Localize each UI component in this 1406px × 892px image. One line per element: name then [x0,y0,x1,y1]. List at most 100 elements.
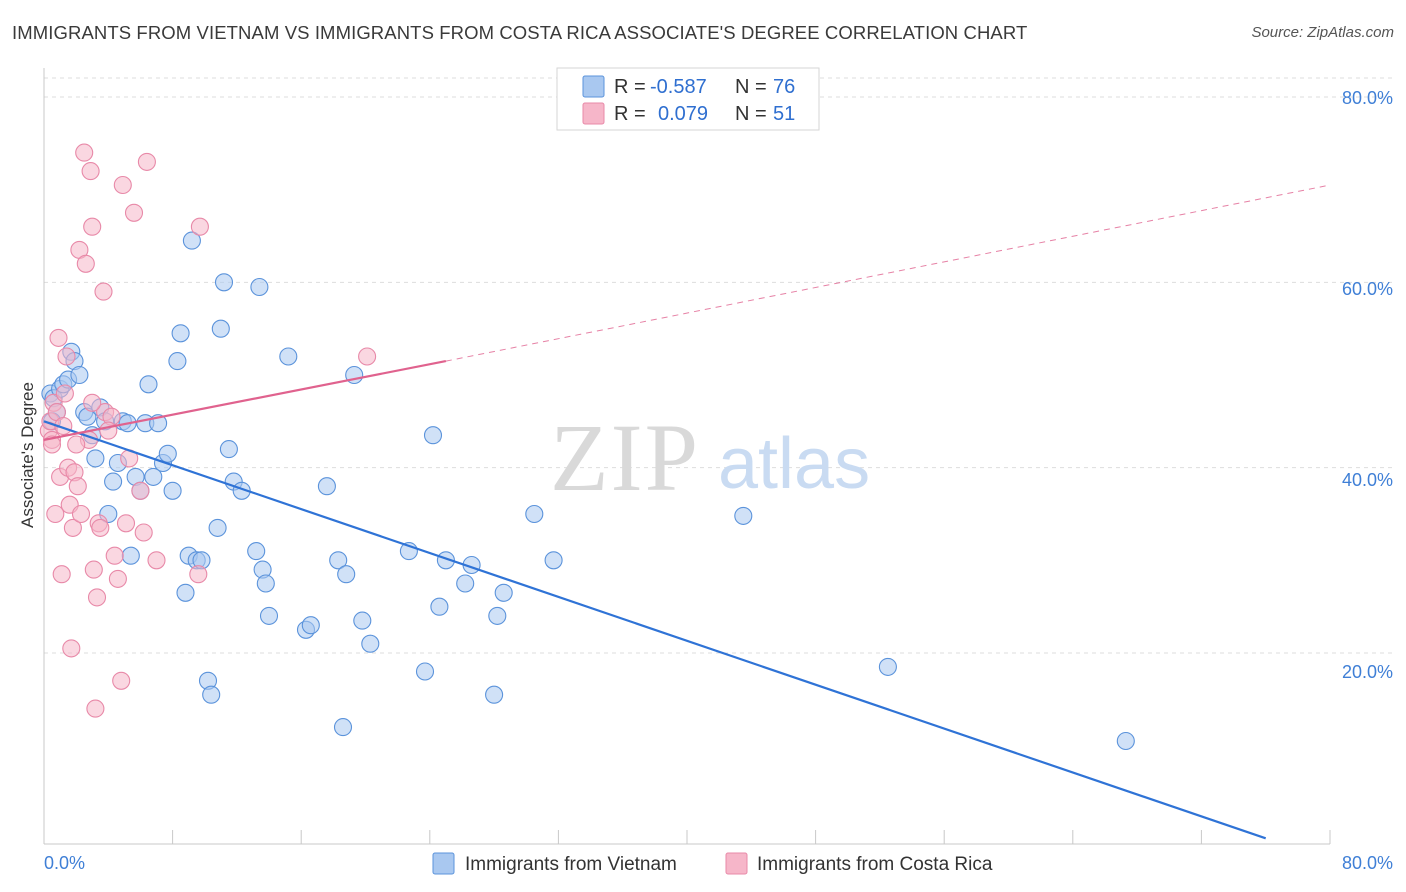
vietnam-point [211,319,230,338]
legend-n-label-vietnam: N = [735,76,767,98]
vietnam-point [202,685,221,704]
vietnam-point [168,352,187,371]
costa-rica-point [83,217,102,236]
costa-rica-point [68,477,87,496]
watermark-zip: ZIP [550,404,700,511]
bottom-legend-swatch-vietnam [432,852,455,875]
costa-rica-point [84,560,103,579]
costa-rica-point [91,518,110,537]
costa-rica-point [87,588,107,607]
vietnam-point [734,506,753,525]
costa-rica-trend-line [43,360,447,441]
costa-rica-point [63,518,82,537]
costa-rica-point [49,328,68,347]
grid-lines [44,77,1393,654]
vietnam-point [485,685,504,704]
legend-n-label-costa-rica: N = [735,103,767,125]
vietnam-point [104,472,123,491]
costa-rica-point [105,546,124,565]
costa-rica-trend-extension [445,184,1331,362]
legend-r-value-costa-rica: 0.079 [658,103,708,125]
watermark-atlas: atlas [718,424,870,504]
costa-rica-point [67,435,86,454]
x-tick-label-max: 80.0% [1342,853,1393,873]
vietnam-point [70,365,89,385]
vietnam-point [158,444,177,463]
vietnam-point [139,375,158,394]
vietnam-point [182,231,201,250]
legend-r-label-vietnam: R = [614,76,646,98]
costa-rica-point [81,162,100,181]
legend-n-value-costa-rica: 51 [773,103,795,125]
vietnam-point [423,426,443,445]
trend-lines [43,184,1331,840]
costa-rica-point [116,514,136,533]
vietnam-point [337,565,356,584]
costa-rica-point [190,217,209,236]
y-axis-label: Associate's Degree [18,382,37,528]
costa-rica-point [134,523,153,542]
vietnam-point [214,273,234,292]
vietnam-point [86,449,105,468]
vietnam-point [415,662,435,681]
vietnam-point [247,542,266,561]
vietnam-point [301,616,320,635]
axes [43,68,1331,845]
vietnam-point [353,611,372,630]
costa-rica-point [124,203,144,222]
vietnam-point [456,574,475,593]
vietnam-point [163,481,182,500]
vietnam-point [488,606,507,625]
costa-rica-point [99,421,118,440]
costa-rica-point [52,565,71,584]
vietnam-trend-line [43,420,1267,840]
legend-swatch-vietnam [582,75,605,98]
costa-rica-point [71,504,91,524]
legend-n-value-vietnam: 76 [773,76,795,98]
bottom-legend-label-costa-rica: Immigrants from Costa Rica [757,854,993,875]
costa-rica-point [62,639,81,658]
vietnam-point [525,504,544,524]
costa-rica-point [83,393,102,412]
costa-rica-point [55,384,74,403]
vietnam-point [329,551,348,570]
costa-rica-point [147,551,166,570]
stats-legend: R = -0.587 N = 76 R = 0.079 N = 51 [556,67,820,131]
vietnam-point [256,574,275,593]
vietnam-point [544,551,563,570]
costa-rica-point [46,504,65,524]
vietnam-point [259,606,279,625]
vietnam-point [494,583,513,602]
costa-rica-point [113,175,132,195]
vietnam-point [1116,731,1135,751]
vietnam-point [171,324,190,343]
costa-rica-point [94,282,113,301]
vietnam-point [208,518,227,537]
legend-r-value-vietnam: -0.587 [650,76,707,98]
costa-rica-point [358,347,377,366]
chart-title: IMMIGRANTS FROM VIETNAM VS IMMIGRANTS FR… [12,22,1028,43]
legend-swatch-costa-rica [582,102,605,125]
costa-rica-point [75,143,94,162]
vietnam-point [878,657,897,676]
vietnam-point [361,634,380,653]
vietnam-point [430,597,449,616]
costa-rica-point [57,347,76,366]
bottom-legend-label-vietnam: Immigrants from Vietnam [465,854,677,875]
bottom-legend-swatch-costa-rica [725,852,748,875]
watermark: ZIP atlas [550,404,870,511]
vietnam-point [279,347,298,366]
x-tick-label-min: 0.0% [44,853,85,873]
legend-r-label-costa-rica: R = [614,103,646,125]
costa-rica-point [76,254,95,273]
y-tick-label-80: 80.0% [1342,88,1393,108]
vietnam-point [333,718,353,737]
vietnam-point [144,467,163,486]
costa-rica-point [112,671,131,690]
vietnam-point [317,477,336,496]
costa-rica-point [86,699,105,718]
series-legend: Immigrants from Vietnam Immigrants from … [432,852,993,875]
vietnam-point [250,277,269,297]
costa-rica-point [137,152,156,171]
